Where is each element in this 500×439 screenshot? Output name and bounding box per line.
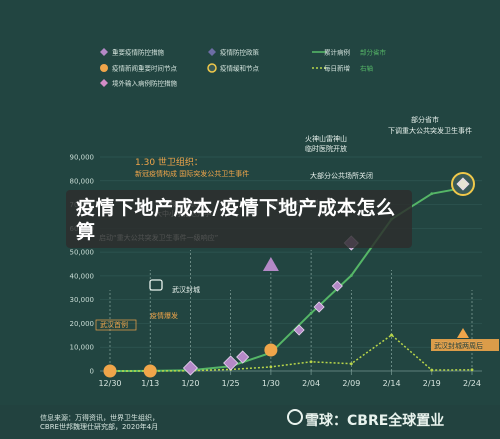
x-tick-label: 1/20 [181,379,199,388]
point-daily [309,360,313,364]
event-outbreak-marker [143,364,157,378]
x-tick-label: 2/19 [423,379,441,388]
annotation-text-highlight: 武汉封城两周后 [434,341,483,350]
x-tick-label: 1/13 [141,379,159,388]
x-tick-label: 2/04 [302,379,320,388]
annotation-text: 武汉封城 [172,285,200,294]
legend-label: 重要疫情防控措施 [112,48,165,57]
event-holiday-extension-marker [236,350,250,364]
point-daily [390,333,393,337]
x-tick-label: 12/30 [98,379,121,388]
annotation-text: 疫情爆发 [150,311,178,320]
x-tick-label: 2/14 [383,379,401,388]
annotation-text: 1.30 世卫组织： [135,156,203,168]
legend-swatch [100,48,108,56]
annotation-text: 武汉首例 [100,320,128,329]
y-tick-label: 50,000 [70,249,95,257]
y-tick-label: 30,000 [70,296,95,304]
y-tick-label: 90,000 [70,154,95,162]
source-text: 信息来源：万得资讯，世界卫生组织， CBRE世邦魏理仕研究部，2020年4月 [40,414,159,432]
legend-swatch [100,64,108,72]
point-daily [430,368,434,372]
y-tick-label: 0 [90,368,94,376]
legend-label: 境外输入病例防控措施 [112,79,178,88]
lock-icon [149,279,163,291]
point-cumulative [349,274,353,277]
annotation-box-highlight [431,339,499,351]
legend-label: 累计病例 [324,48,350,57]
warning-icon [262,257,279,271]
event-downgrade-inner-marker [456,177,470,191]
x-tick-label: 2/24 [463,379,481,388]
point-daily [269,365,273,369]
brand-text: 雪球：CBRE全球置业 [305,413,445,429]
title-banner [66,190,412,248]
annotation-text: 临时医院开放 [305,144,347,153]
point-cumulative [430,192,434,196]
footer [0,405,500,439]
legend-swatch [208,48,216,56]
annotation-text: 部分省市 [411,115,439,124]
annotation-text: 新冠疫情构成 国际突发公共卫生事件 [135,169,249,178]
legend-label: 疫情缓和节点 [220,64,260,73]
legend-label: 每日新增 [324,64,350,73]
point-daily [470,368,474,372]
y-tick-label: 80,000 [70,177,95,185]
event-traffic-control-marker [293,324,305,336]
event-hospital-marker [331,280,343,292]
overlay-title: 疫情下地产成本/疫情下地产成本怎么算 [76,197,396,243]
point-daily [349,362,353,366]
event-wuhan-first-case-marker [103,364,117,378]
annotation-box [95,319,137,331]
source-line-2: CBRE世邦魏理仕研究部，2020年4月 [40,423,159,431]
event-level1-response-marker [223,355,239,371]
annotation-text: 火神山雷神山 [305,134,347,143]
y-tick-label: 40,000 [70,272,95,280]
legend-label: 疫情新闻重要时间节点 [112,64,178,73]
y-tick-label: 20,000 [70,320,95,328]
event-who-marker [264,343,278,357]
legend-label: 右轴 [360,64,374,73]
event-lockdown-marker [182,360,199,376]
x-tick-label: 1/25 [222,379,240,388]
legend-label: 部分省市 [360,48,387,57]
annotation-text: 下调重大公共突发卫生事件 [388,126,472,135]
snowball-logo-icon [287,409,303,425]
x-tick-label: 2/09 [342,379,360,388]
point-cumulative [309,311,313,315]
event-two-weeks-marker [457,328,469,338]
legend-label: 疫情防控政策 [220,48,260,57]
legend-swatch [100,79,108,87]
source-line-1: 信息来源：万得资讯，世界卫生组织， [40,414,159,422]
series-line-daily [110,334,473,372]
x-tick-label: 1/30 [262,379,280,388]
y-tick-label: 10,000 [70,344,95,352]
legend-swatch [207,63,217,73]
annotation-text: 大部分公共场所关闭 [310,171,373,180]
event-public-places-marker [313,301,325,313]
